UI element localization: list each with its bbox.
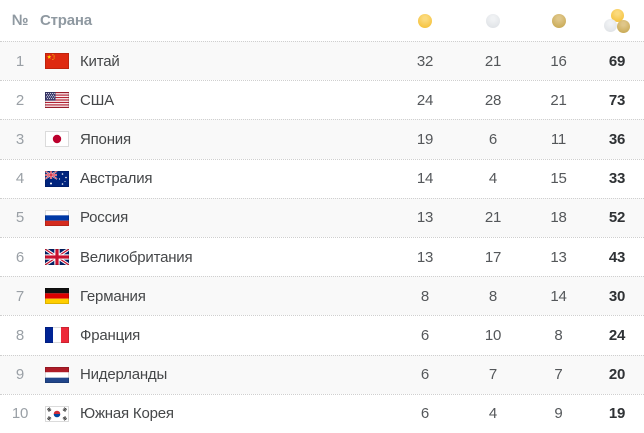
country-name: Великобритания — [80, 248, 193, 266]
rank: 1 — [15, 52, 25, 70]
country-name: Россия — [80, 209, 128, 227]
gold-count: 6 — [420, 326, 430, 344]
country-name: США — [80, 91, 114, 109]
silver-count: 4 — [488, 170, 498, 188]
silver-count: 7 — [488, 366, 498, 384]
bronze-count: 16 — [550, 52, 567, 70]
country-name: Германия — [80, 287, 146, 305]
rank: 4 — [15, 170, 25, 188]
table-row: 4 Австралия 14 4 15 33 — [0, 158, 644, 198]
table-row: 2 США 24 28 21 73 — [0, 80, 644, 119]
bronze-count: 7 — [554, 366, 563, 384]
gold-count: 13 — [416, 209, 434, 227]
silver-count: 8 — [488, 287, 498, 305]
country-name: Китай — [80, 52, 120, 70]
silver-count: 6 — [488, 130, 498, 148]
table-header: № Страна — [0, 0, 644, 41]
rank: 7 — [15, 287, 25, 305]
rank: 2 — [15, 91, 25, 109]
flag-jp — [45, 131, 69, 148]
table-row: 7 Германия 8 8 14 30 — [0, 276, 644, 316]
gold-count: 32 — [416, 52, 434, 70]
bronze-count: 14 — [550, 287, 567, 305]
country-name: Южная Корея — [80, 405, 174, 423]
total-count: 36 — [608, 130, 626, 148]
bronze-count: 9 — [554, 405, 563, 423]
gold-count: 19 — [416, 130, 434, 148]
gold-medal-icon — [418, 13, 432, 28]
rank-column-header: № — [11, 12, 29, 29]
country-name: Франция — [80, 326, 141, 344]
gold-count: 6 — [420, 366, 430, 384]
bronze-count: 15 — [550, 170, 567, 188]
flag-fr — [45, 327, 69, 344]
rank: 9 — [15, 366, 25, 384]
total-count: 73 — [608, 91, 626, 109]
table-row: 9 Нидерланды 6 7 7 20 — [0, 354, 644, 394]
table-row: 8 Франция 6 10 8 24 — [0, 315, 644, 354]
silver-count: 4 — [488, 405, 498, 423]
flag-nl — [45, 366, 69, 383]
total-column-header — [590, 8, 644, 33]
flag-ru — [45, 209, 69, 226]
gold-count: 14 — [416, 170, 434, 188]
silver-count: 28 — [484, 91, 502, 109]
bronze-medal-icon — [551, 13, 566, 28]
silver-count: 21 — [484, 52, 502, 70]
gold-count: 24 — [416, 91, 434, 109]
total-count: 52 — [608, 209, 626, 227]
gold-count: 6 — [420, 405, 430, 423]
table-row: 3 Япония 19 6 11 36 — [0, 119, 644, 159]
gold-count: 8 — [420, 287, 430, 305]
total-count: 20 — [608, 366, 626, 384]
total-medals-icon — [604, 8, 630, 33]
rank: 8 — [15, 326, 25, 344]
flag-de — [45, 288, 69, 305]
flag-au — [45, 170, 69, 187]
country-name: Япония — [80, 130, 131, 148]
bronze-count: 8 — [554, 326, 563, 344]
country-name: Австралия — [80, 170, 153, 188]
rank: 6 — [15, 248, 25, 266]
flag-cn — [45, 53, 69, 70]
table-row: 5 Россия 13 21 18 52 — [0, 197, 644, 237]
table-row: 1 Китай 32 21 16 69 — [0, 41, 644, 81]
bronze-count: 18 — [550, 209, 567, 227]
silver-count: 21 — [484, 209, 502, 227]
bronze-count: 21 — [550, 91, 567, 109]
rank: 5 — [15, 209, 25, 227]
table-row: 6 Великобритания 13 17 13 43 — [0, 236, 644, 276]
silver-medal-icon — [486, 13, 500, 28]
total-count: 30 — [608, 287, 626, 305]
flag-us — [45, 92, 69, 109]
bronze-count: 11 — [550, 130, 567, 148]
total-count: 24 — [608, 326, 626, 344]
total-count: 19 — [608, 405, 626, 423]
silver-count: 17 — [484, 248, 502, 266]
bronze-column-header — [527, 13, 590, 28]
country-column-header: Страна — [40, 12, 92, 29]
gold-count: 13 — [416, 248, 434, 266]
country-name: Нидерланды — [80, 366, 168, 384]
silver-count: 10 — [484, 326, 502, 344]
flag-kr — [45, 405, 69, 422]
gold-column-header — [391, 13, 459, 28]
bronze-count: 13 — [550, 248, 567, 266]
silver-column-header — [459, 13, 527, 28]
total-count: 33 — [608, 170, 626, 188]
total-count: 43 — [608, 248, 626, 266]
total-count: 69 — [608, 52, 626, 70]
flag-gb — [45, 249, 69, 266]
rank: 10 — [11, 405, 29, 423]
rank: 3 — [15, 130, 25, 148]
table-row: 10 Южная Корея 6 4 9 19 — [0, 393, 644, 433]
